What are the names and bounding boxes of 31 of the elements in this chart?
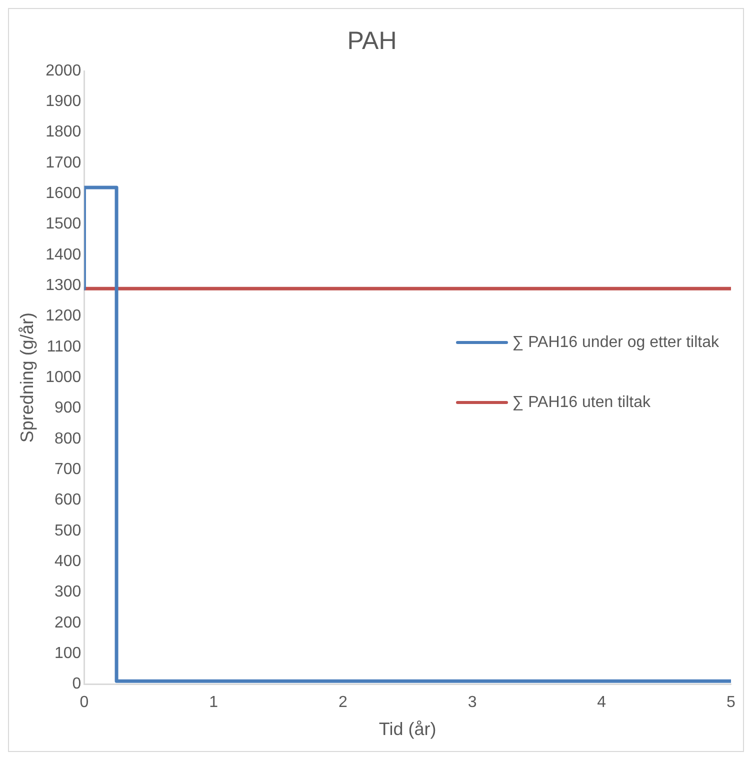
y-tick-label: 800 bbox=[54, 430, 82, 448]
legend-label: ∑ PAH16 uten tiltak bbox=[512, 394, 651, 412]
y-tick-label: 300 bbox=[54, 584, 82, 601]
y-tick-label: 1000 bbox=[46, 369, 82, 386]
y-tick-label: 1400 bbox=[46, 246, 82, 264]
x-tick-label: 2 bbox=[338, 694, 348, 712]
y-tick-label: 0 bbox=[72, 676, 82, 693]
legend-label: ∑ PAH16 under og etter tiltak bbox=[512, 334, 719, 352]
y-tick-label: 900 bbox=[54, 400, 82, 417]
y-tick-label: 500 bbox=[54, 522, 82, 540]
x-tick-label: 5 bbox=[726, 694, 736, 712]
x-tick-label: 3 bbox=[468, 694, 477, 712]
y-tick-label: 2000 bbox=[46, 62, 82, 80]
y-tick-label: 400 bbox=[54, 552, 82, 570]
y-tick-label: 1900 bbox=[46, 93, 82, 110]
y-tick-label: 100 bbox=[54, 644, 82, 662]
y-tick-label: 1200 bbox=[46, 308, 82, 325]
y-tick-label: 1700 bbox=[46, 154, 82, 172]
y-tick-label: 1500 bbox=[46, 216, 82, 233]
y-tick-label: 700 bbox=[54, 460, 82, 478]
y-tick-label: 1100 bbox=[46, 338, 82, 356]
x-tick-label: 4 bbox=[597, 694, 606, 712]
y-tick-label: 1600 bbox=[46, 185, 82, 202]
y-tick-label: 1800 bbox=[46, 124, 82, 141]
y-tick-label: 1300 bbox=[46, 277, 82, 294]
x-tick-label: 1 bbox=[209, 694, 218, 712]
x-axis-title: Tid (år) bbox=[378, 719, 436, 740]
y-axis-title: Spredning (g/år) bbox=[16, 312, 37, 443]
y-tick-label: 600 bbox=[54, 492, 82, 509]
chart-title: PAH bbox=[347, 26, 397, 55]
y-tick-label: 200 bbox=[54, 614, 82, 632]
